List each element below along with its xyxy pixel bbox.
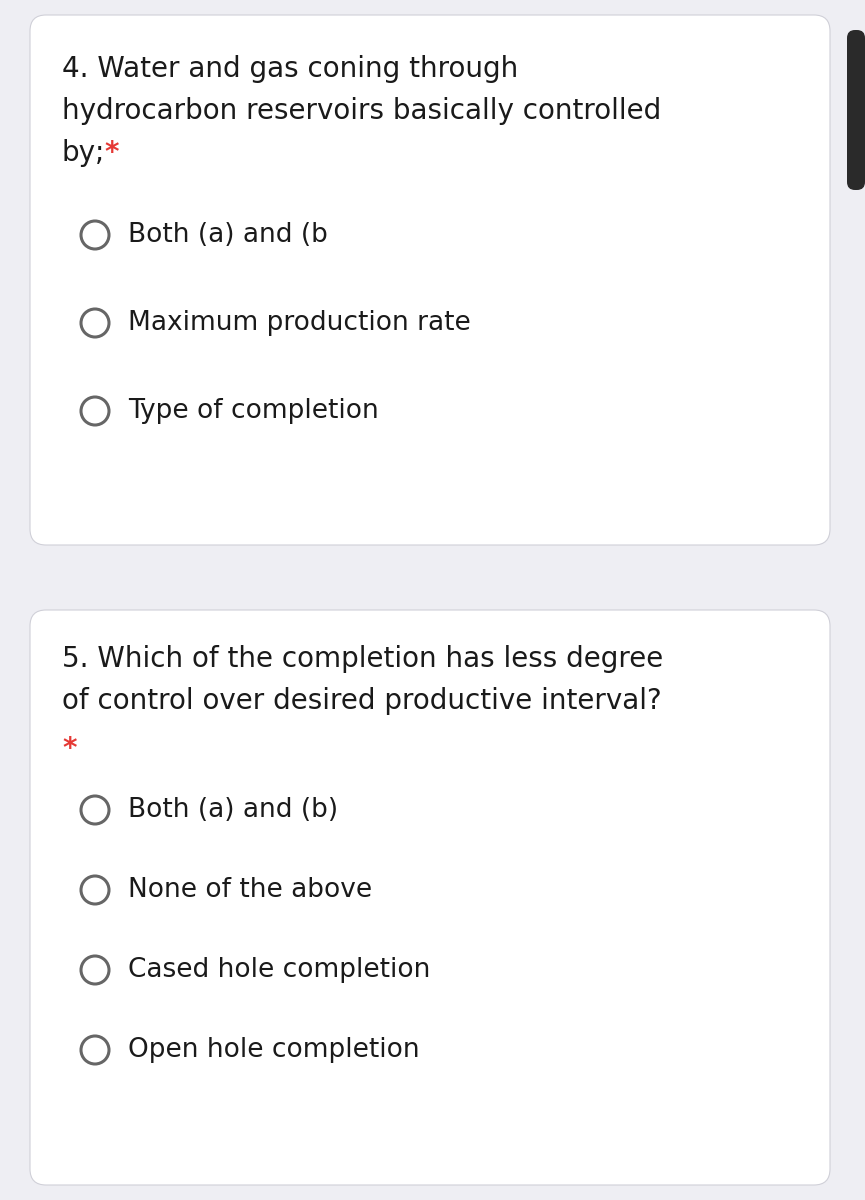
FancyBboxPatch shape [847,30,865,190]
Text: Cased hole completion: Cased hole completion [128,958,431,983]
Text: of control over desired productive interval?: of control over desired productive inter… [62,686,662,715]
Text: 5. Which of the completion has less degree: 5. Which of the completion has less degr… [62,646,663,673]
Text: *: * [62,734,76,763]
Text: 4. Water and gas coning through: 4. Water and gas coning through [62,55,518,83]
Text: None of the above: None of the above [128,877,372,902]
Text: *: * [104,139,119,167]
FancyBboxPatch shape [30,14,830,545]
FancyBboxPatch shape [30,610,830,1186]
Text: Both (a) and (b): Both (a) and (b) [128,797,338,823]
Text: by;: by; [62,139,106,167]
Text: Maximum production rate: Maximum production rate [128,310,471,336]
Text: hydrocarbon reservoirs basically controlled: hydrocarbon reservoirs basically control… [62,97,661,125]
Text: Open hole completion: Open hole completion [128,1037,420,1063]
Text: Both (a) and (b: Both (a) and (b [128,222,328,248]
Text: Type of completion: Type of completion [128,398,379,424]
